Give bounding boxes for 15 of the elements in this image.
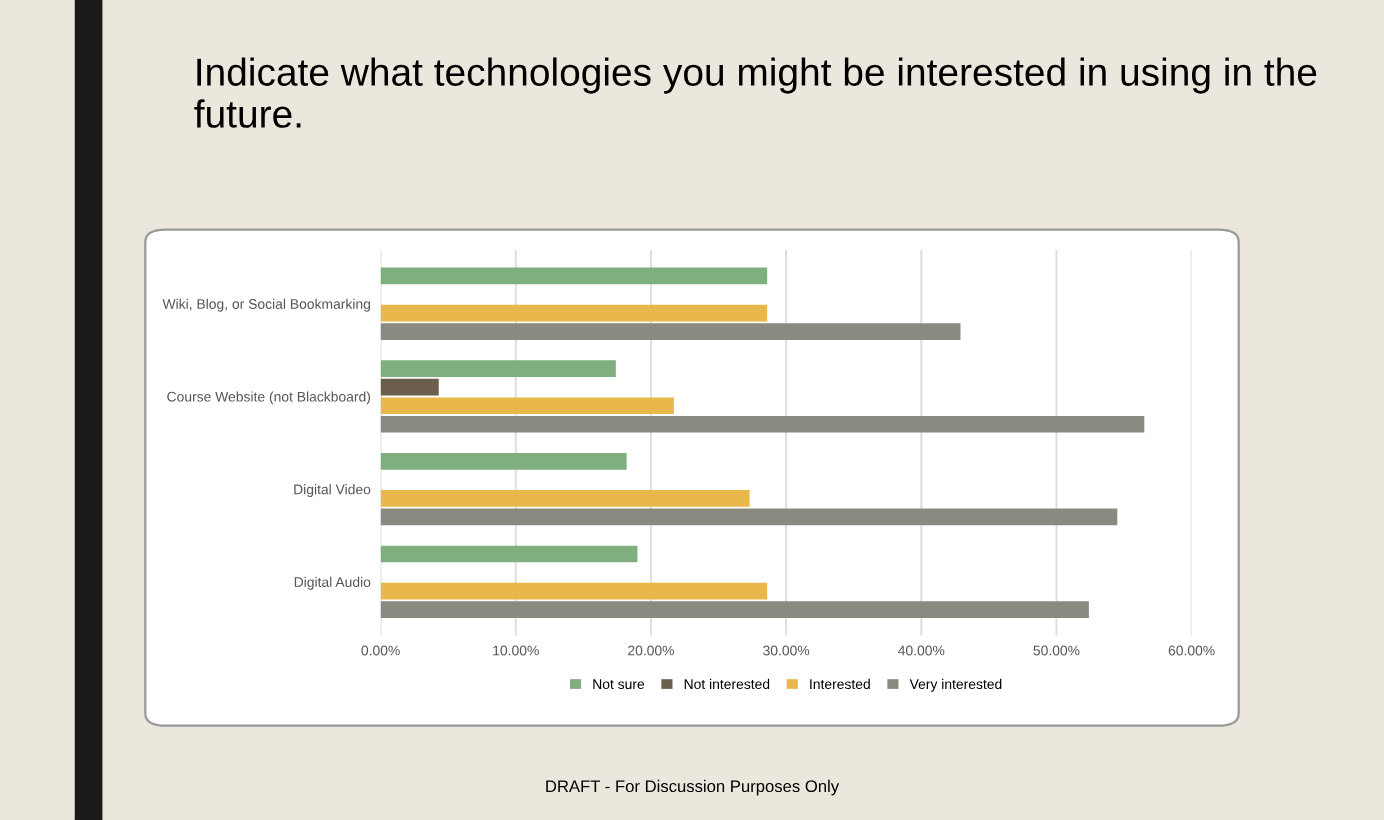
- bar: [380, 508, 1118, 526]
- bar: [380, 453, 627, 470]
- bar: [380, 323, 961, 340]
- bar: [380, 545, 638, 563]
- text: DRAFT - For Discussion Purposes Only: [546, 779, 840, 796]
- bar: [380, 415, 1145, 433]
- bar: [380, 601, 1089, 618]
- bar: [380, 267, 768, 285]
- bar: [380, 304, 768, 322]
- bar: [380, 490, 750, 507]
- bar: [380, 582, 768, 600]
- chart-title: Indicate what technologies you might be interested in using in the future.: [194, 57, 1317, 128]
- bar: [380, 360, 616, 377]
- bar: [380, 378, 439, 396]
- bar: [380, 397, 674, 415]
